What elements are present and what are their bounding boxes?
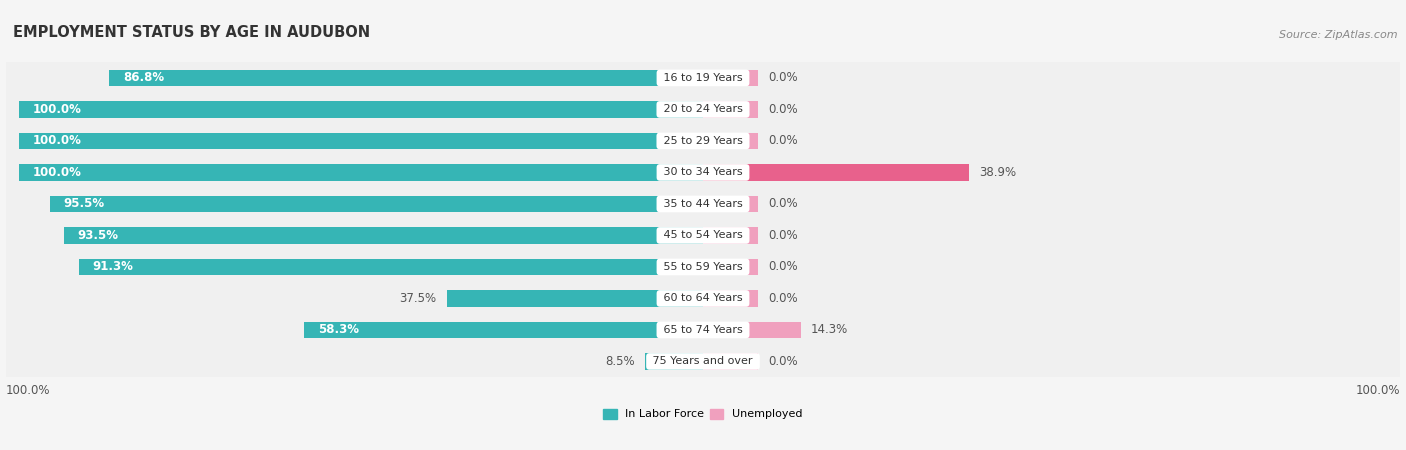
Bar — [703, 133, 758, 149]
Text: 91.3%: 91.3% — [93, 261, 134, 274]
Text: 16 to 19 Years: 16 to 19 Years — [659, 73, 747, 83]
Bar — [6, 283, 1400, 314]
Text: 75 Years and over: 75 Years and over — [650, 356, 756, 366]
Text: 95.5%: 95.5% — [63, 198, 105, 211]
Bar — [6, 220, 1400, 251]
Text: 65 to 74 Years: 65 to 74 Years — [659, 325, 747, 335]
Text: 100.0%: 100.0% — [32, 135, 82, 148]
Text: 20 to 24 Years: 20 to 24 Years — [659, 104, 747, 114]
Text: 0.0%: 0.0% — [768, 72, 797, 85]
Bar — [6, 251, 1400, 283]
Text: 0.0%: 0.0% — [768, 292, 797, 305]
Bar — [6, 157, 1400, 188]
Bar — [6, 314, 1400, 346]
Bar — [110, 70, 703, 86]
Text: 100.0%: 100.0% — [6, 384, 51, 397]
Bar — [703, 101, 758, 117]
Text: 0.0%: 0.0% — [768, 198, 797, 211]
Bar — [6, 346, 1400, 377]
Bar — [703, 70, 758, 86]
Bar — [703, 259, 758, 275]
Bar — [703, 322, 801, 338]
Legend: In Labor Force, Unemployed: In Labor Force, Unemployed — [599, 404, 807, 424]
Text: 30 to 34 Years: 30 to 34 Years — [659, 167, 747, 177]
Text: 37.5%: 37.5% — [399, 292, 436, 305]
Bar — [447, 290, 703, 306]
Text: Source: ZipAtlas.com: Source: ZipAtlas.com — [1279, 30, 1398, 40]
Bar — [304, 322, 703, 338]
Text: 100.0%: 100.0% — [32, 166, 82, 179]
Bar — [703, 353, 758, 369]
Bar — [6, 94, 1400, 125]
Bar — [20, 101, 703, 117]
Bar — [20, 133, 703, 149]
Text: 14.3%: 14.3% — [811, 324, 848, 337]
Text: 55 to 59 Years: 55 to 59 Years — [659, 262, 747, 272]
Text: EMPLOYMENT STATUS BY AGE IN AUDUBON: EMPLOYMENT STATUS BY AGE IN AUDUBON — [13, 24, 370, 40]
Text: 93.5%: 93.5% — [77, 229, 118, 242]
Text: 58.3%: 58.3% — [318, 324, 359, 337]
Text: 38.9%: 38.9% — [979, 166, 1017, 179]
Bar — [51, 196, 703, 212]
Text: 100.0%: 100.0% — [1355, 384, 1400, 397]
Bar — [20, 164, 703, 180]
Bar — [79, 259, 703, 275]
Bar — [645, 353, 703, 369]
Text: 86.8%: 86.8% — [124, 72, 165, 85]
Text: 0.0%: 0.0% — [768, 135, 797, 148]
Bar — [6, 62, 1400, 94]
Text: 8.5%: 8.5% — [605, 355, 634, 368]
Bar — [6, 188, 1400, 220]
Text: 0.0%: 0.0% — [768, 261, 797, 274]
Text: 35 to 44 Years: 35 to 44 Years — [659, 199, 747, 209]
Text: 45 to 54 Years: 45 to 54 Years — [659, 230, 747, 240]
Bar — [63, 227, 703, 243]
Bar — [703, 227, 758, 243]
Text: 100.0%: 100.0% — [32, 103, 82, 116]
Text: 0.0%: 0.0% — [768, 229, 797, 242]
Text: 25 to 29 Years: 25 to 29 Years — [659, 136, 747, 146]
Text: 0.0%: 0.0% — [768, 103, 797, 116]
Bar — [703, 196, 758, 212]
Text: 0.0%: 0.0% — [768, 355, 797, 368]
Bar — [6, 125, 1400, 157]
Text: 60 to 64 Years: 60 to 64 Years — [659, 293, 747, 303]
Bar — [703, 290, 758, 306]
Bar — [703, 164, 969, 180]
